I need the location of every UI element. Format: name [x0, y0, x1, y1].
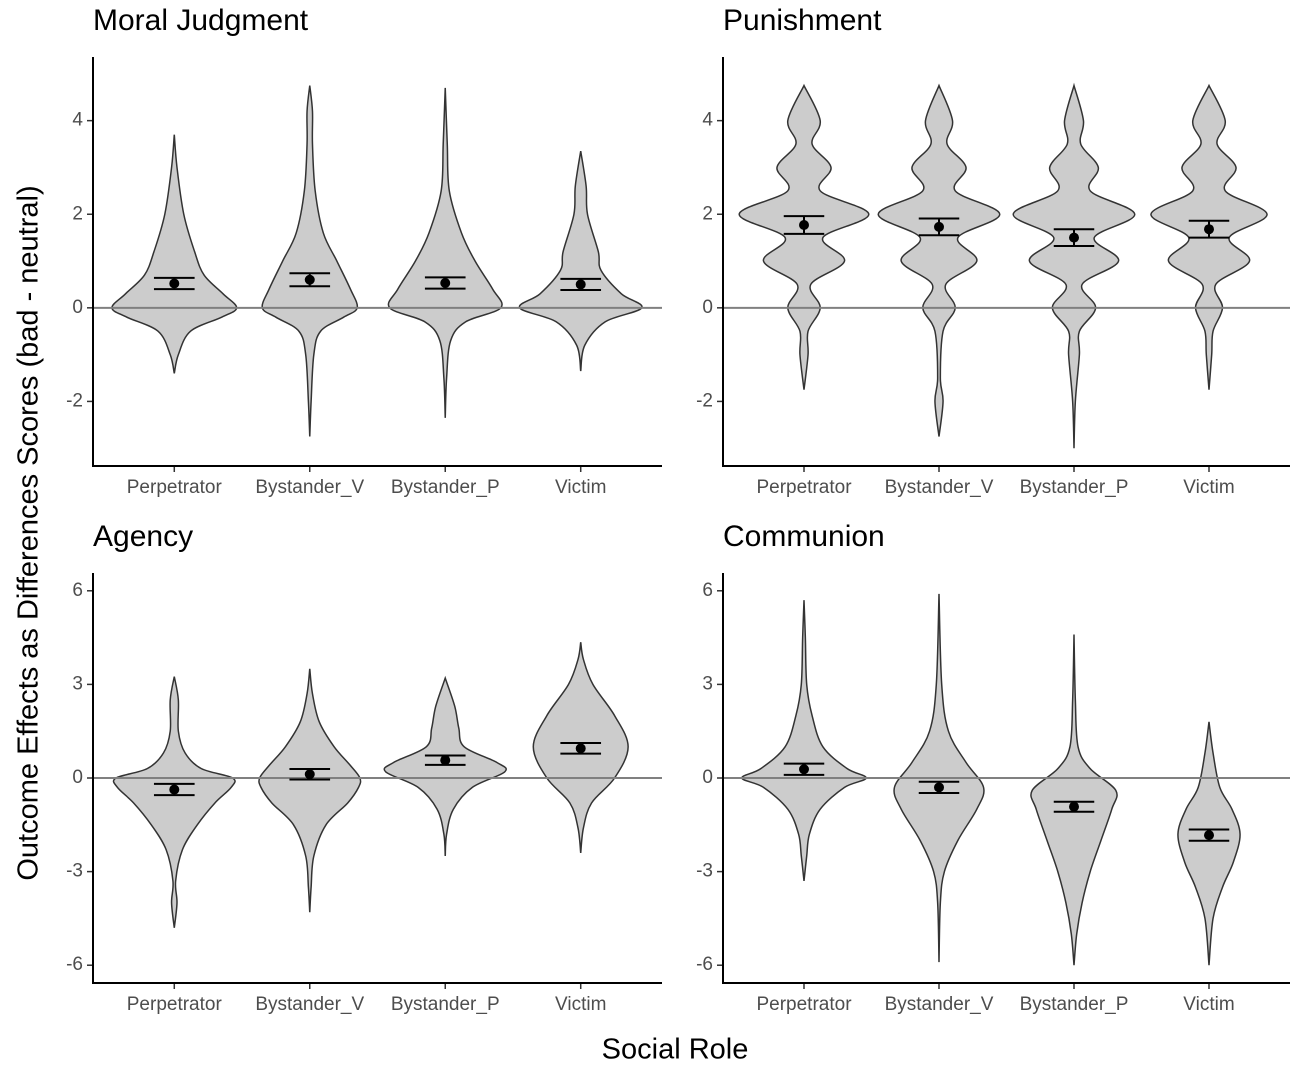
axis-lines [92, 573, 662, 984]
mean-point [440, 278, 451, 289]
y-tick-label: 0 [702, 767, 713, 788]
mean-point [169, 784, 180, 795]
violin [261, 85, 359, 437]
x-tick-label: Bystander_V [255, 994, 364, 1015]
mean-point [934, 221, 944, 232]
panel-title: Agency [93, 520, 193, 553]
axis-lines [722, 57, 1290, 467]
axis-lines [92, 57, 662, 467]
axis-lines [722, 573, 1290, 984]
y-tick-label: -3 [66, 861, 83, 882]
y-tick-label: 0 [72, 767, 83, 788]
y-tick-label: 4 [702, 110, 713, 131]
violin [111, 134, 238, 374]
violin [1030, 634, 1118, 966]
y-tick-label: 6 [72, 580, 83, 601]
y-tick-label: 3 [72, 673, 83, 694]
violin [877, 83, 1001, 437]
x-tick-label: Bystander_V [885, 994, 994, 1015]
mean-point [304, 769, 315, 780]
y-tick-label: 3 [702, 673, 713, 694]
x-tick-label: Bystander_P [391, 994, 500, 1015]
mean-point [169, 278, 180, 289]
x-tick-label: Perpetrator [756, 477, 852, 498]
violin [112, 676, 236, 928]
x-tick-label: Bystander_P [391, 477, 500, 498]
mean-point [934, 782, 944, 793]
x-tick-label: Victim [555, 477, 606, 498]
violin [1012, 82, 1136, 449]
y-tick-label: 2 [72, 203, 83, 224]
x-tick-label: Bystander_V [885, 477, 994, 498]
y-axis-label: Outcome Effects as Differences Scores (b… [13, 185, 45, 880]
panel-title: Punishment [723, 4, 882, 37]
violin [1177, 721, 1241, 966]
x-tick-label: Victim [555, 994, 606, 1015]
x-tick-label: Bystander_P [1020, 994, 1129, 1015]
y-tick-label: -3 [696, 861, 713, 882]
panel-title: Moral Judgment [93, 4, 309, 37]
x-axis-label: Social Role [602, 1034, 749, 1066]
violin [387, 87, 503, 418]
mean-point [799, 219, 809, 230]
x-tick-label: Perpetrator [127, 994, 223, 1015]
x-tick-label: Perpetrator [756, 994, 852, 1015]
mean-point [575, 743, 586, 754]
y-tick-label: 6 [702, 580, 713, 601]
y-tick-label: 2 [702, 203, 713, 224]
y-tick-label: -6 [66, 954, 83, 975]
violin [738, 83, 870, 390]
mean-point [1204, 224, 1214, 235]
y-tick-label: 0 [72, 297, 83, 318]
y-tick-label: -6 [696, 954, 713, 975]
x-tick-label: Victim [1183, 477, 1234, 498]
violin [383, 675, 507, 857]
mean-point [799, 764, 809, 775]
mean-point [575, 279, 586, 290]
mean-point [304, 274, 315, 285]
mean-point [1069, 801, 1079, 812]
mean-point [440, 755, 451, 766]
x-tick-label: Bystander_V [255, 477, 364, 498]
mean-point [1069, 232, 1079, 243]
x-tick-label: Victim [1183, 994, 1234, 1015]
x-tick-label: Bystander_P [1020, 477, 1129, 498]
y-tick-label: -2 [696, 390, 713, 411]
y-tick-label: 0 [702, 297, 713, 318]
panel-title: Communion [723, 520, 885, 553]
violin [518, 150, 643, 372]
y-tick-label: 4 [72, 110, 83, 131]
violin [258, 668, 362, 913]
mean-point [1204, 830, 1214, 841]
violin [741, 600, 867, 882]
x-tick-label: Perpetrator [127, 477, 223, 498]
y-tick-label: -2 [66, 390, 83, 411]
